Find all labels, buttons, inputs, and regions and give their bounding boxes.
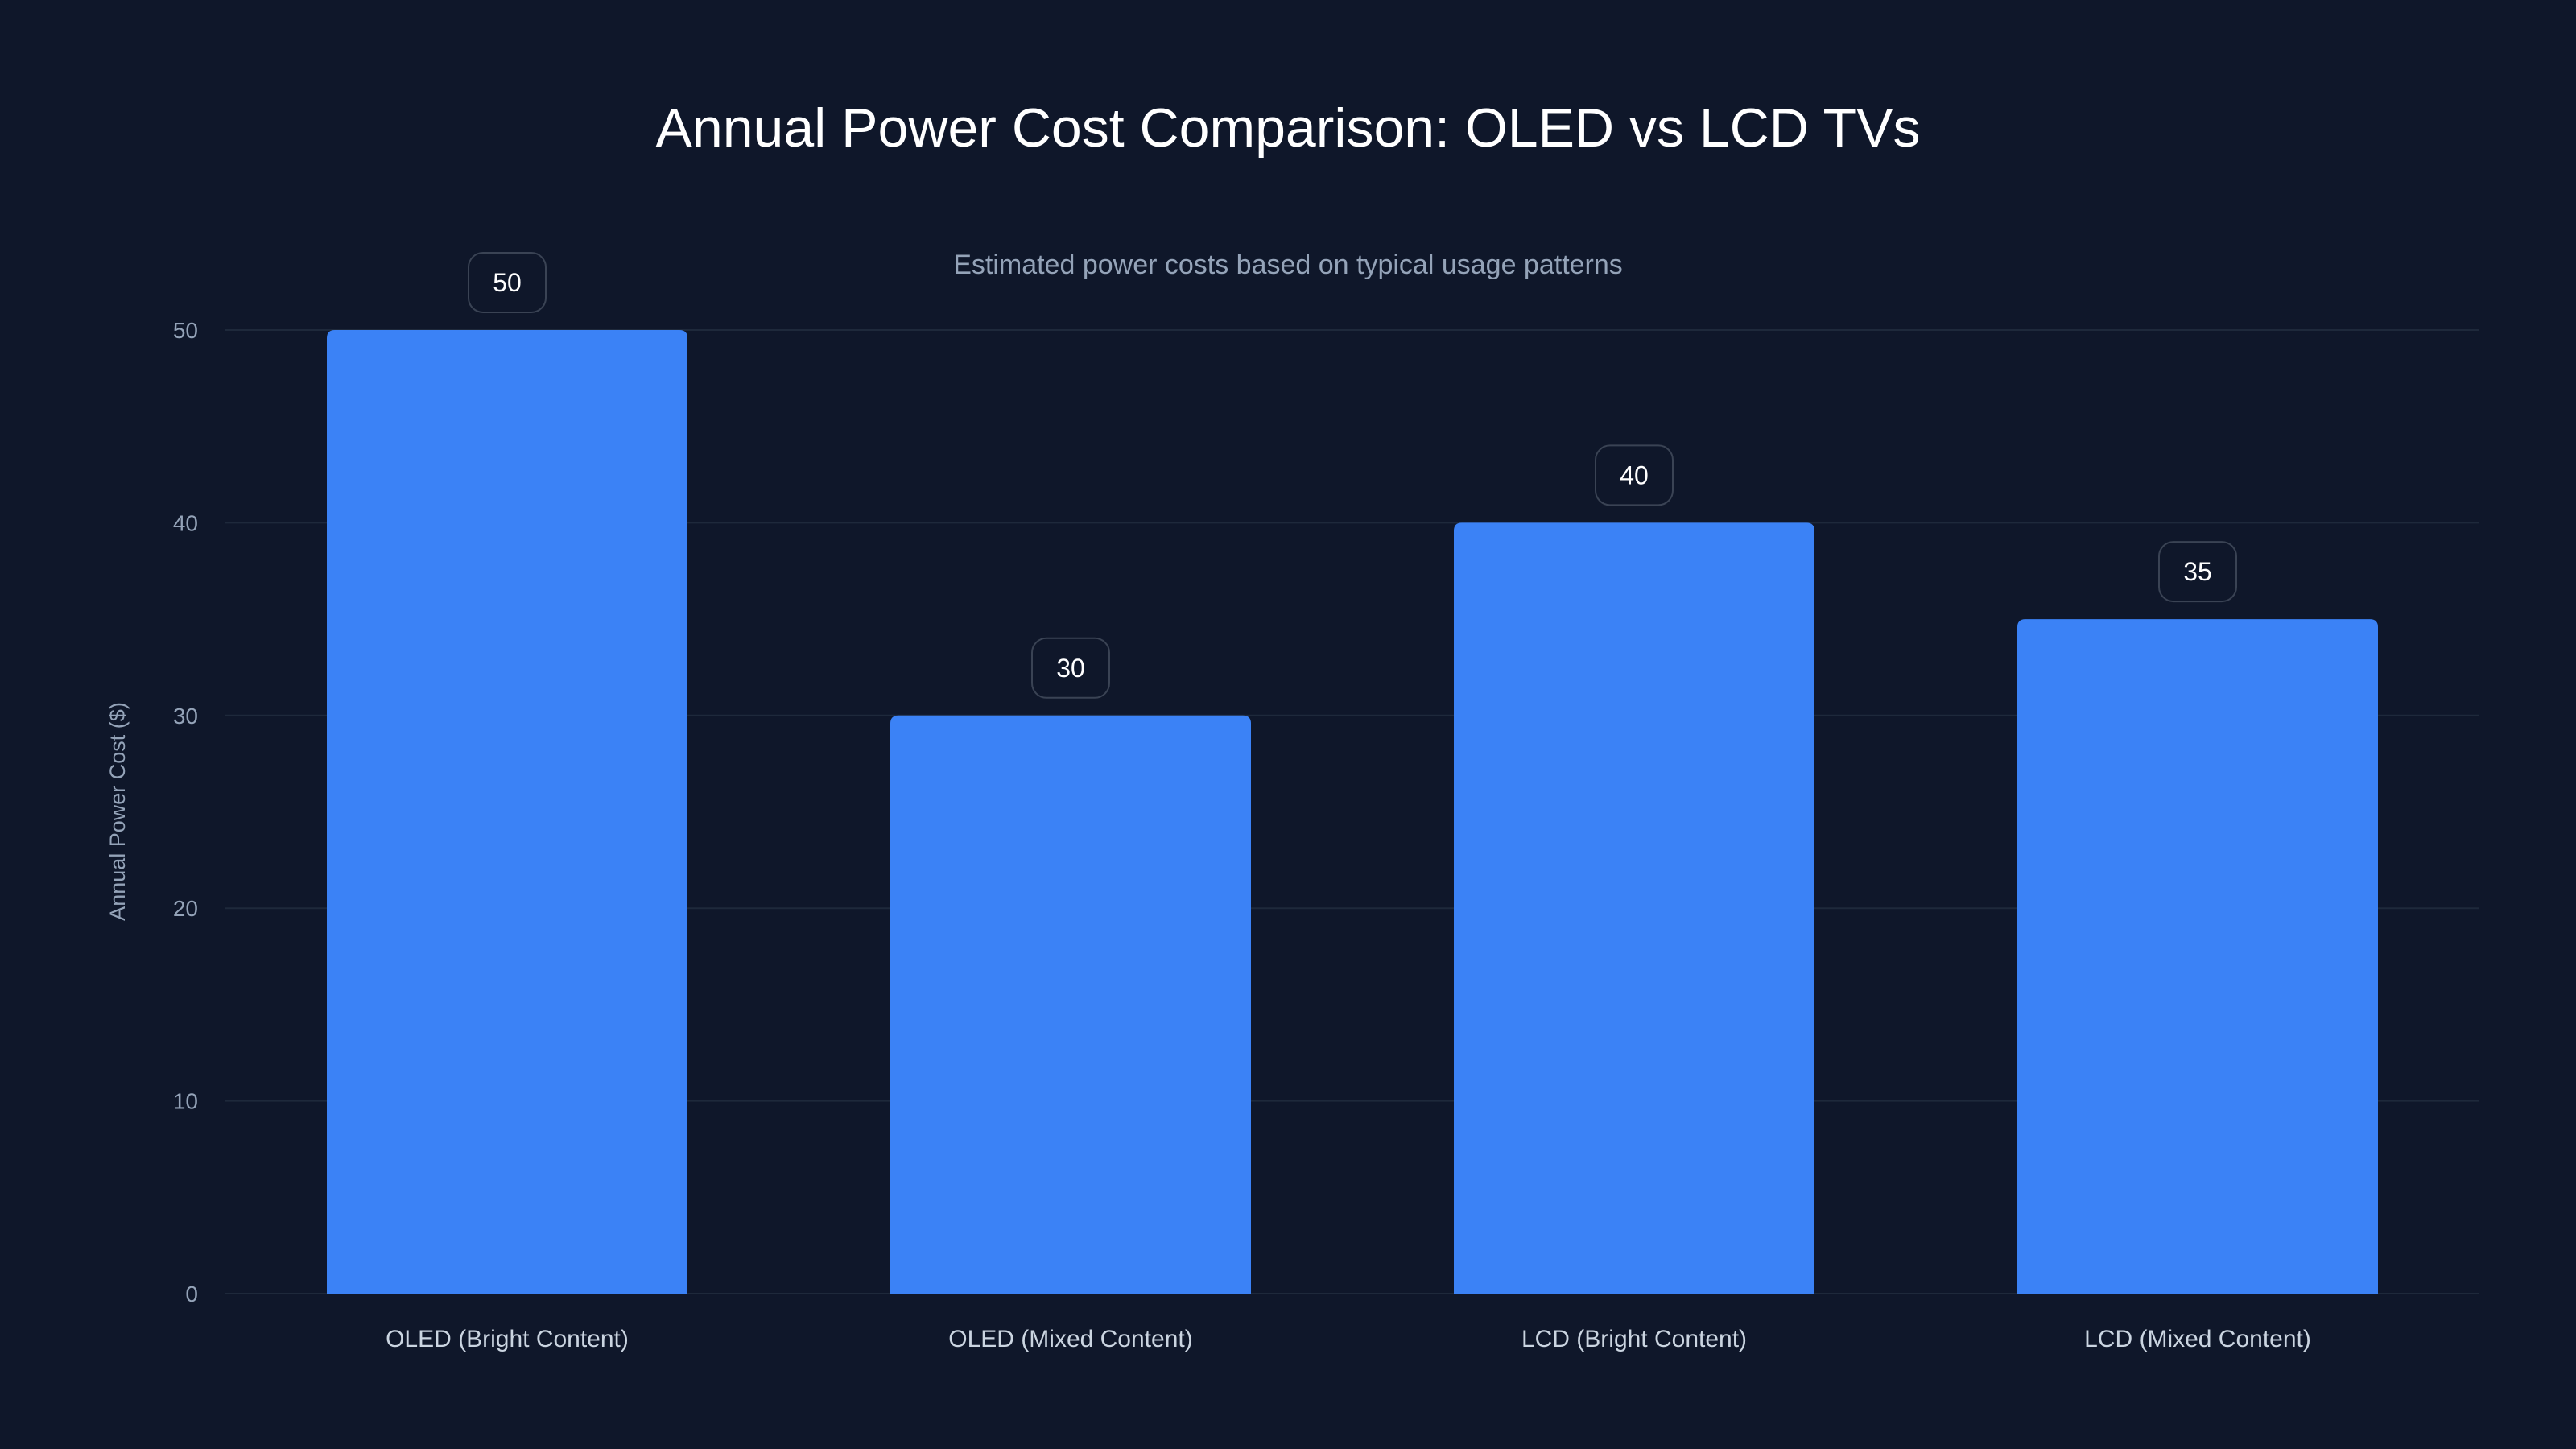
y-tick-label: 0	[185, 1282, 198, 1307]
x-tick-label: LCD (Mixed Content)	[2084, 1326, 2311, 1352]
y-tick-label: 40	[173, 510, 198, 535]
bar	[2017, 619, 2378, 1294]
data-label: 30	[1056, 654, 1085, 683]
bar	[327, 330, 687, 1294]
x-tick-label: OLED (Bright Content)	[386, 1326, 629, 1352]
x-tick-label: LCD (Bright Content)	[1521, 1326, 1747, 1352]
data-label: 35	[2183, 557, 2212, 586]
data-label-box	[468, 252, 547, 313]
chart-subtitle: Estimated power costs based on typical u…	[953, 250, 1623, 280]
bar	[890, 715, 1251, 1294]
y-tick-label: 50	[173, 318, 198, 343]
x-tick-label: OLED (Mixed Content)	[948, 1326, 1192, 1352]
data-label: 40	[1620, 460, 1649, 489]
y-tick-label: 10	[173, 1089, 198, 1114]
chart-title: Annual Power Cost Comparison: OLED vs LC…	[656, 97, 1921, 159]
y-axis-label: Annual Power Cost ($)	[105, 702, 130, 921]
data-label-box	[1595, 444, 1674, 506]
bar	[1454, 522, 1814, 1294]
y-tick-label: 20	[173, 896, 198, 921]
data-label-box	[2158, 541, 2237, 603]
data-label-box	[1031, 637, 1110, 699]
data-label: 50	[493, 268, 522, 297]
y-tick-label: 30	[173, 704, 198, 729]
